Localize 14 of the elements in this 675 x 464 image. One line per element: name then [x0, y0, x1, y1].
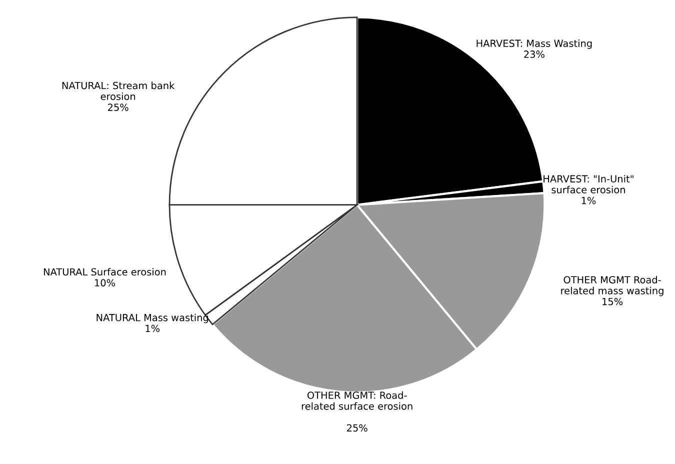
data-label: 25% — [346, 424, 368, 432]
slice-label: HARVEST: Mass Wasting — [476, 39, 592, 49]
slice-label: OTHER MGMT: Road- related surface erosion — [302, 391, 412, 410]
data-label: 10% — [95, 279, 116, 286]
slice-label: NATURAL Surface erosion — [44, 268, 166, 276]
data-label: 25% — [108, 104, 128, 111]
slice-label: NATURAL: Stream bank erosion — [62, 82, 175, 100]
slice-label: OTHER MGMT Road- related mass wasting — [561, 276, 664, 296]
data-label: 23% — [524, 50, 544, 58]
slice-label: HARVEST: "In-Unit" surface erosion — [544, 174, 634, 194]
data-label: 1% — [582, 196, 596, 204]
slice-label: NATURAL Mass wasting — [96, 314, 208, 324]
data-label: 15% — [602, 298, 623, 306]
data-label: 1% — [146, 324, 160, 332]
